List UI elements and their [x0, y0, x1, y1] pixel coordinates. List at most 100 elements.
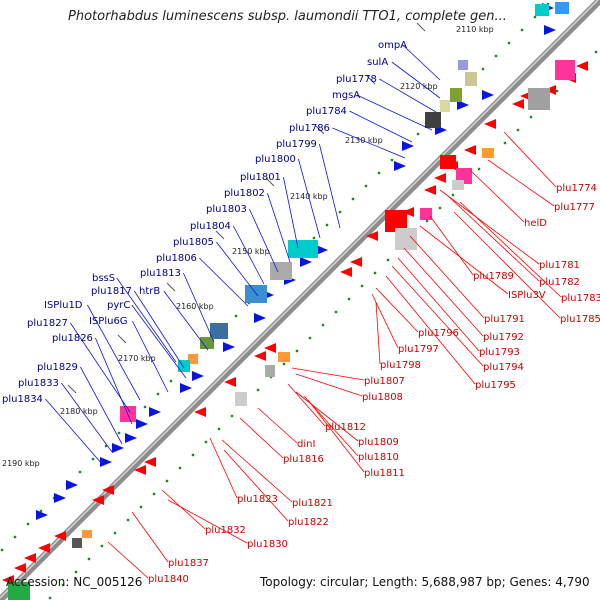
- gene-block: [458, 60, 468, 70]
- minus-label-leader: [221, 439, 293, 503]
- minus-strand-label: plu1796: [418, 328, 459, 339]
- minus-strand-label: plu1798: [380, 360, 421, 371]
- gc-dot-outer-minus: [477, 167, 481, 171]
- tick-label: 2170 kbp: [118, 354, 156, 363]
- plus-strand-gene: [136, 419, 148, 429]
- minus-label-leader: [161, 489, 206, 530]
- plus-label-leader: [116, 277, 177, 363]
- plus-strand-label: plu1801: [240, 172, 281, 183]
- plus-strand-gene: [54, 493, 66, 503]
- plus-strand-label: plu1803: [206, 204, 247, 215]
- minus-label-leader: [447, 195, 540, 282]
- gc-dot-outer-plus: [481, 67, 485, 71]
- gc-dot-outer-plus: [39, 509, 43, 513]
- plus-strand-label: plu1799: [276, 139, 317, 150]
- gene-block: [8, 582, 30, 600]
- minus-label-leader: [487, 159, 555, 207]
- tick-label-partial: 2110 kbp: [456, 25, 494, 34]
- minus-strand-label: plu1795: [475, 380, 516, 391]
- tick-mark: [366, 75, 376, 85]
- minus-label-leader: [439, 189, 540, 265]
- plus-strand-label: sulA: [367, 57, 388, 68]
- minus-strand-label: plu1840: [148, 574, 189, 585]
- gc-dot-outer-plus: [338, 210, 342, 214]
- plus-label-leader: [134, 290, 185, 369]
- gc-dot-outer-minus: [48, 596, 52, 600]
- minus-strand-gene: [576, 61, 588, 71]
- minus-label-leader: [295, 391, 359, 442]
- gc-dot-outer-plus: [507, 41, 511, 45]
- minus-label-leader: [409, 235, 485, 319]
- minus-strand-label: plu1789: [473, 271, 514, 282]
- gc-dot-outer-minus: [126, 518, 130, 522]
- gc-dot-outer-minus: [74, 570, 78, 574]
- plus-strand-gene: [180, 383, 192, 393]
- minus-strand-gene: [484, 119, 496, 129]
- plus-strand-gene: [316, 245, 328, 255]
- gene-block: [555, 2, 569, 14]
- plus-label-leader: [391, 61, 441, 99]
- plus-strand-gene: [482, 90, 494, 100]
- plus-strand-gene: [402, 141, 414, 151]
- plus-strand-label: plu1784: [306, 106, 347, 117]
- plus-strand-label: plu1829: [37, 362, 78, 373]
- gene-block: [528, 88, 550, 110]
- plus-strand-label: plu1833: [18, 378, 59, 389]
- gene-block: [210, 323, 228, 339]
- minus-strand-label: plu1797: [398, 344, 439, 355]
- plus-label-leader: [283, 176, 299, 249]
- minus-strand-label: plu1808: [362, 392, 403, 403]
- minus-strand-gene: [464, 145, 476, 155]
- gc-dot-outer-minus: [555, 89, 559, 93]
- plus-strand-gene: [36, 510, 48, 520]
- minus-label-leader: [239, 417, 284, 459]
- gc-dot-outer-minus: [165, 479, 169, 483]
- minus-strand-gene: [38, 543, 50, 553]
- minus-strand-label: plu1781: [539, 260, 580, 271]
- minus-label-leader: [397, 257, 480, 352]
- plus-label-leader: [356, 94, 433, 131]
- minus-label-leader: [469, 169, 525, 223]
- minus-strand-label: plu1774: [556, 183, 597, 194]
- tick-label: 2180 kbp: [60, 407, 98, 416]
- tick-label: 2150 kbp: [232, 247, 270, 256]
- plus-strand-label: ompA: [378, 40, 407, 51]
- minus-label-leader: [459, 201, 562, 298]
- gc-dot-outer-minus: [321, 323, 325, 327]
- plus-strand-gene: [394, 161, 406, 171]
- plus-strand-label: plu1804: [190, 221, 231, 232]
- minus-strand-label: plu1791: [484, 314, 525, 325]
- minus-strand-gene: [14, 563, 26, 573]
- tick-mark: [215, 230, 225, 240]
- plus-label-leader: [45, 398, 103, 465]
- minus-strand-gene: [144, 457, 156, 467]
- gc-dot-outer-plus: [91, 457, 95, 461]
- gc-dot-outer-plus: [351, 197, 355, 201]
- gc-dot-outer-minus: [256, 388, 260, 392]
- plus-label-leader: [163, 290, 209, 351]
- gene-block: [278, 352, 290, 362]
- minus-strand-label: plu1783: [561, 293, 600, 304]
- feature-layer: [2, 2, 588, 600]
- plus-label-leader: [332, 127, 406, 159]
- gc-dot-outer-minus: [529, 115, 533, 119]
- minus-strand-label: plu1823: [237, 494, 278, 505]
- gene-block: [535, 4, 549, 16]
- plus-strand-label: bssS: [92, 273, 115, 284]
- minus-strand-label: plu1809: [358, 437, 399, 448]
- minus-strand-label: plu1830: [247, 539, 288, 550]
- gc-dot-outer-minus: [139, 505, 143, 509]
- gene-block: [420, 208, 432, 220]
- tick-label: 2190 kbp: [2, 459, 40, 468]
- gene-block: [200, 337, 214, 349]
- minus-strand-gene: [402, 207, 414, 217]
- minus-label-leader: [167, 499, 248, 544]
- plus-strand-gene: [125, 433, 137, 443]
- minus-strand-label: plu1837: [168, 558, 209, 569]
- minus-strand-label: plu1811: [364, 468, 405, 479]
- gc-dot-outer-minus: [191, 453, 195, 457]
- minus-strand-gene: [54, 531, 66, 541]
- minus-strand-label: plu1832: [205, 525, 246, 536]
